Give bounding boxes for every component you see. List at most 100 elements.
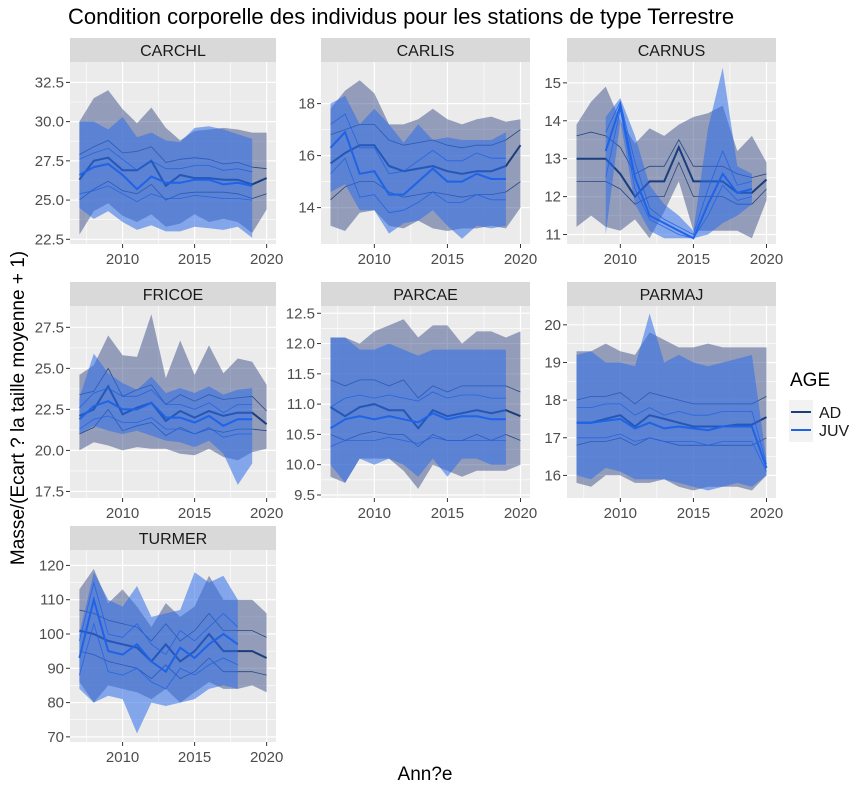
series-carnus-juv (604, 67, 753, 240)
panel-fricoe: FRICOE 17.5 20.0 22.5 25.0 27.5 2010 2015 2020 (35, 282, 283, 522)
y-tick-label-carnus: 12 (544, 189, 561, 206)
ribbon-parcae-juv (330, 337, 506, 483)
series-parcae-juv (329, 337, 506, 483)
q1-line-carnus-juv (605, 109, 753, 239)
x-tick-label-carnus: 2010 (604, 251, 637, 268)
y-tick-label-fricoe: 17.5 (35, 483, 64, 500)
y-tick-label-parmaj: 17 (544, 430, 561, 447)
mean-line-fricoe-juv (78, 400, 253, 427)
y-tick-label-turmer: 80 (47, 695, 64, 712)
x-axis-title: Ann?e (398, 764, 453, 785)
x-tick-label-carchl: 2015 (178, 251, 211, 268)
series-parmaj-juv (576, 313, 768, 491)
x-tick-label-carnus: 2015 (677, 251, 710, 268)
y-tick-label-carnus: 14 (544, 113, 561, 130)
x-tick-label-parcae: 2010 (358, 505, 391, 522)
strip-parcae (321, 282, 530, 306)
strip-label-parcae: PARCAE (393, 287, 458, 304)
panel-carnus: CARNUS 11 12 13 14 15 2010 2015 2020 (544, 38, 783, 268)
strip-carlis (321, 38, 530, 62)
ribbon-turmer-juv (79, 572, 238, 734)
y-tick-label-parcae: 9.5 (294, 487, 315, 504)
strip-label-carchl: CARCHL (140, 43, 206, 60)
legend: AGE AD JUV (789, 370, 850, 442)
y-tick-label-parmaj: 16 (544, 467, 561, 484)
x-tick-label-carlis: 2020 (504, 251, 537, 268)
chart-title: Condition corporelle des individus pour … (68, 4, 734, 29)
q3-line-fricoe-juv (79, 387, 253, 414)
x-tick-label-parmaj: 2010 (604, 505, 637, 522)
strip-carnus (567, 38, 776, 62)
strip-parmaj (567, 282, 776, 306)
x-tick-label-fricoe: 2015 (178, 505, 211, 522)
y-tick-label-carchl: 27.5 (35, 153, 64, 170)
y-tick-label-fricoe: 25.0 (35, 360, 64, 377)
y-tick-label-carlis: 14 (298, 200, 315, 217)
q1-line-carlis-juv (330, 157, 506, 214)
y-tick-label-turmer: 100 (39, 626, 64, 643)
series-fricoe-juv (78, 353, 253, 485)
y-tick-label-carchl: 25.0 (35, 192, 64, 209)
ribbon-parmaj-juv (576, 313, 767, 491)
x-tick-label-turmer: 2015 (178, 749, 211, 766)
ribbon-carchl-juv (79, 116, 253, 238)
y-tick-label-turmer: 110 (40, 592, 64, 609)
strip-fricoe (70, 282, 276, 306)
mean-line-carlis-juv (329, 130, 506, 196)
y-tick-label-parcae: 12.5 (286, 305, 315, 322)
y-tick-label-turmer: 70 (47, 729, 64, 746)
y-tick-label-carchl: 30.0 (35, 114, 64, 131)
y-tick-label-turmer: 90 (47, 660, 64, 677)
mean-line-turmer-juv (78, 595, 239, 674)
strip-label-parmaj: PARMAJ (640, 287, 704, 304)
strip-label-carlis: CARLIS (397, 43, 455, 60)
q3-line-carchl-juv (79, 147, 253, 173)
q1-line-carchl-juv (79, 185, 253, 203)
panel-turmer: TURMER 70 80 90 100 110 120 2010 2015 2020 (39, 526, 283, 766)
x-tick-label-fricoe: 2010 (106, 505, 139, 522)
strip-carchl (70, 38, 276, 62)
y-tick-label-parcae: 10.5 (286, 426, 315, 443)
y-tick-label-parmaj: 20 (544, 317, 561, 334)
panel-carchl: CARCHL 22.5 25.0 27.5 30.0 32.5 2010 2015 2020 (35, 38, 283, 268)
x-tick-label-turmer: 2010 (106, 749, 139, 766)
x-tick-label-turmer: 2020 (250, 749, 283, 766)
y-tick-label-parcae: 12.0 (286, 336, 315, 353)
q3-line-carnus-juv (605, 100, 753, 236)
x-tick-label-parcae: 2020 (504, 505, 537, 522)
x-tick-label-parmaj: 2015 (677, 505, 710, 522)
y-tick-label-carnus: 15 (544, 75, 561, 92)
y-tick-label-parmaj: 19 (544, 354, 561, 371)
mean-line-parcae-juv (329, 412, 506, 430)
ribbon-carlis-juv (330, 95, 506, 239)
y-tick-label-parmaj: 18 (544, 392, 561, 409)
panel-parcae: PARCAE 9.5 10.0 10.5 11.0 11.5 12.0 12.5 2010 201… (286, 282, 537, 522)
y-tick-label-carchl: 22.5 (35, 231, 64, 248)
q3-line-carlis-juv (330, 113, 506, 175)
y-axis-title: Masse/(Ecart ? la taille moyenne + 1) (8, 251, 29, 565)
strip-label-turmer: TURMER (139, 531, 207, 548)
y-tick-label-carlis: 18 (298, 96, 315, 113)
legend-label-ad: AD (819, 405, 841, 422)
series-carchl-juv (78, 116, 253, 238)
q1-line-parmaj-juv (576, 433, 767, 472)
q3-line-turmer-juv (79, 581, 239, 656)
ribbon-fricoe-juv (79, 353, 253, 485)
q1-line-fricoe-juv (79, 415, 253, 438)
mean-line-parmaj-juv (576, 417, 768, 469)
x-tick-label-parmaj: 2020 (750, 505, 783, 522)
mean-line-carchl-juv (78, 162, 253, 191)
series-turmer-juv (78, 572, 239, 734)
x-tick-label-carchl: 2010 (106, 251, 139, 268)
q1-line-parcae-juv (330, 436, 506, 447)
strip-label-carnus: CARNUS (638, 43, 706, 60)
x-tick-label-parcae: 2015 (431, 505, 464, 522)
y-tick-label-parcae: 10.0 (286, 457, 315, 474)
q1-line-turmer-juv (79, 622, 238, 690)
y-tick-label-carnus: 13 (544, 151, 561, 168)
legend-label-juv: JUV (819, 423, 850, 440)
x-tick-label-carchl: 2020 (250, 251, 283, 268)
y-tick-label-carchl: 32.5 (35, 74, 64, 91)
